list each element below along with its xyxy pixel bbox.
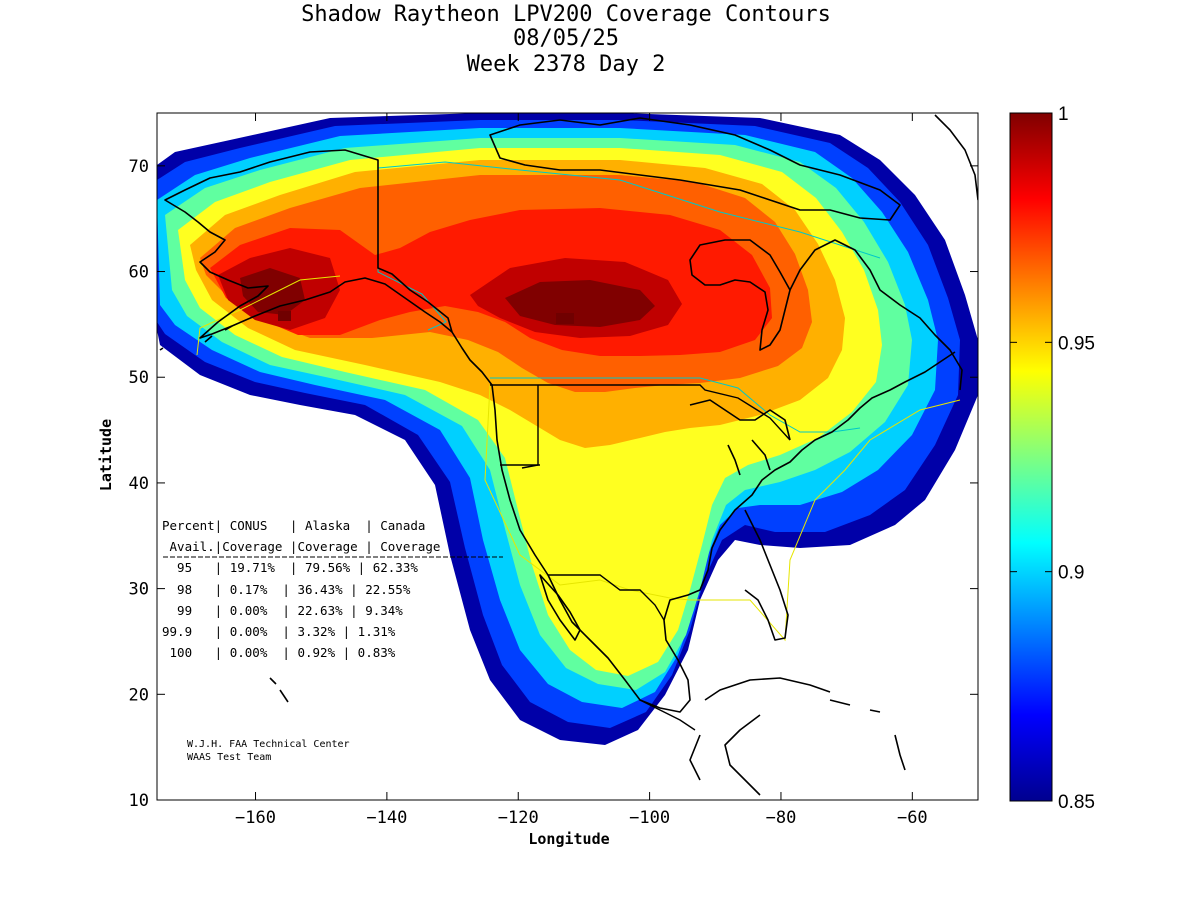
- y-tick-label: 10: [129, 791, 149, 811]
- fir-boundary-us: [484, 384, 961, 642]
- x-tick-label: −120: [498, 808, 539, 828]
- x-axis-label: Longitude: [528, 830, 609, 848]
- coast-aleutians: [159, 325, 233, 351]
- colorbar-gradient: [1009, 112, 1053, 802]
- coast-labrador: [789, 239, 963, 391]
- y-tick-label: 50: [129, 368, 149, 388]
- title-line-2: 08/05/25: [513, 26, 619, 51]
- x-tick-label: −160: [235, 808, 276, 828]
- border-us-mexico: [548, 574, 665, 621]
- border-us-canada: [490, 384, 791, 441]
- x-tick-label: −100: [629, 808, 670, 828]
- coast-baja: [539, 574, 581, 641]
- coast-hawaii: [269, 677, 289, 703]
- coastlines: [159, 114, 978, 796]
- table-header-2: Avail.|Coverage |Coverage | Coverage: [162, 539, 440, 554]
- table-row: 99 | 0.00% | 22.63% | 9.34%: [162, 603, 403, 618]
- y-tick-label: 70: [129, 157, 149, 177]
- map-plot-area: [157, 113, 978, 800]
- x-tick-label: −140: [366, 808, 407, 828]
- colorbar-ticks: 1 0.95 0.9 0.85: [1010, 104, 1095, 813]
- coverage-table: Percent| CONUS | Alaska | Canada Avail.|…: [162, 518, 503, 660]
- y-tick-label: 30: [129, 580, 149, 600]
- coast-alaska: [164, 149, 453, 339]
- y-axis-ticks: 10 20 30 40 50 60 70: [129, 157, 978, 811]
- border-mexico-central: [639, 699, 696, 731]
- peak-marker-canada: [556, 313, 574, 324]
- coast-great-lakes: [689, 399, 791, 476]
- fir-boundary-arctic: [377, 161, 881, 259]
- x-tick-label: −60: [897, 808, 928, 828]
- table-row: 99.9 | 0.00% | 3.32% | 1.31%: [162, 624, 396, 639]
- credit-line-1: W.J.H. FAA Technical Center: [187, 739, 350, 750]
- title-line-1: Shadow Raytheon LPV200 Coverage Contours: [301, 2, 831, 27]
- y-tick-label: 40: [129, 474, 149, 494]
- y-axis-label: Latitude: [97, 419, 115, 491]
- table-row: 95 | 19.71% | 79.56% | 62.33%: [162, 560, 418, 575]
- table-row: 100 | 0.00% | 0.92% | 0.83%: [162, 645, 396, 660]
- coast-greenland: [934, 114, 978, 201]
- y-tick-label: 60: [129, 263, 149, 283]
- credit-line-2: WAAS Test Team: [187, 752, 271, 763]
- colorbar-tick-label: 0.9: [1058, 563, 1084, 584]
- coast-caribbean: [689, 677, 906, 796]
- y-tick-label: 20: [129, 685, 149, 705]
- coast-west-north-america: [451, 331, 956, 713]
- colorbar-tick-label: 0.85: [1058, 792, 1095, 813]
- title-line-3: Week 2378 Day 2: [467, 52, 666, 77]
- plot-frame: [156, 112, 979, 801]
- colorbar-tick-label: 0.95: [1058, 333, 1095, 354]
- table-row: 98 | 0.17% | 36.43% | 22.55%: [162, 582, 411, 597]
- coast-florida: [744, 509, 789, 641]
- table-header-1: Percent| CONUS | Alaska | Canada: [162, 518, 425, 533]
- coast-arctic-islands: [489, 117, 901, 221]
- x-tick-label: −80: [766, 808, 797, 828]
- coast-hudson-bay: [689, 239, 791, 351]
- fir-boundary-alaska-south: [196, 275, 341, 356]
- contour-band-1000: [240, 268, 655, 327]
- political-borders: [490, 384, 791, 731]
- x-axis-ticks: −160 −140 −120 −100 −80 −60: [235, 113, 928, 828]
- colorbar: 1 0.95 0.9 0.85: [1009, 104, 1095, 813]
- colorbar-tick-label: 1: [1058, 104, 1069, 125]
- fir-boundary-ca-us: [490, 377, 861, 433]
- peak-marker-alaska: [278, 311, 291, 321]
